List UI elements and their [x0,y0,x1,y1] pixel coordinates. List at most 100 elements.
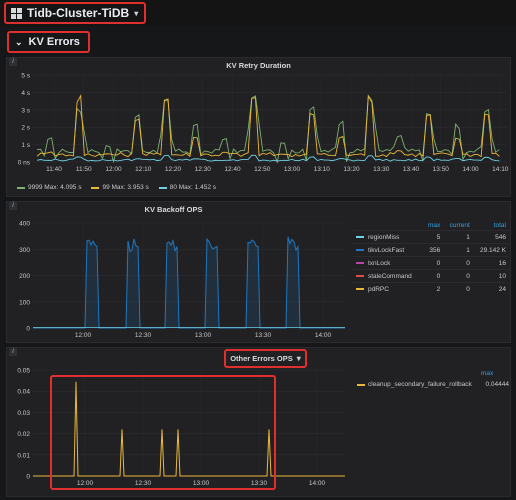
series-name: staleCommand [353,269,423,283]
legend-row[interactable]: staleCommand 0 0 10 [353,269,509,283]
y-tick-label: 0 ns [18,160,31,167]
caret-down-icon: ▾ [296,354,301,363]
cell-current: 1 [443,243,473,257]
cell-current: 1 [443,230,473,244]
backoff-chart: 400 300 200 100 0 12:00 12:30 13:00 13:30 14:00 [19,221,345,339]
x-tick-label: 14:10 [492,166,509,173]
panel-kv-retry-duration: i KV Retry Duration 5 s 4 s 3 s 2 s 1 s 0 ns 1… [6,57,511,197]
series-name: cleanup_secondary_failure_rollback [368,381,472,388]
y-tick-label: 1 s [21,142,30,149]
x-tick-label: 11:50 [76,166,92,173]
x-tick-label: 13:00 [193,480,210,487]
cell-total: 29.142 K [472,243,509,257]
y-tick-label: 100 [19,299,30,306]
backoff-legend-table: max current total regionMiss 5 1 546 tikvLoc… [353,221,509,295]
y-tick-label: 0 [26,326,30,333]
x-tick-label: 14:00 [315,332,332,339]
series-name: txnLock [353,256,423,270]
x-tick-label: 12:10 [135,166,152,173]
column-header-max[interactable]: max [427,222,441,229]
cell-max: 5 [422,230,444,244]
legend-row[interactable]: tikvLockFast 356 1 29.142 K [353,243,509,257]
x-tick-label: 13:40 [403,166,420,173]
row-title: KV Errors [28,36,80,48]
x-tick-label: 13:00 [195,332,212,339]
cell-total: 16 [472,256,509,270]
legend-label: 9999 Max: 4.095 s [28,184,82,191]
legend-swatch [17,186,25,189]
cell-max: 0 [422,269,444,283]
dashboard-grid-icon [11,7,22,19]
legend-label: 80 Max: 1.452 s [169,184,216,191]
x-tick-label: 12:00 [75,332,92,339]
x-tick-label: 12:00 [77,480,94,487]
retry-legend: 9999 Max: 4.095 s 99 Max: 3.953 s 80 Max: … [17,184,216,191]
legend-row[interactable]: regionMiss 5 1 546 [353,230,509,244]
x-tick-label: 13:20 [343,166,360,173]
legend-swatch [356,235,364,238]
info-icon[interactable]: i [9,202,17,210]
x-tick-label: 12:20 [165,166,182,173]
legend-row[interactable]: txnLock 0 0 16 [353,256,509,270]
retry-chart: 5 s 4 s 3 s 2 s 1 s 0 ns 11:40 11:50 12:00 12:10 1… [18,73,509,174]
series-max: 0.04444 [485,381,510,388]
highlight-box [50,375,276,490]
legend-swatch [356,261,364,264]
panel-kv-backoff-ops: i KV Backoff OPS 400 300 200 100 0 12:00 12:30… [6,201,511,343]
other-errors-title-menu[interactable]: Other Errors OPS ▾ [224,349,307,368]
legend-item[interactable]: 80 Max: 1.452 s [158,184,216,191]
cell-max: 2 [422,282,444,295]
column-header-total[interactable]: total [493,222,506,229]
x-tick-label: 14:00 [462,166,479,173]
x-tick-label: 13:00 [284,166,301,173]
row-header-kv-errors[interactable]: ⌄ KV Errors [7,31,90,53]
dashboard-picker[interactable]: Tidb-Cluster-TiDB ▾ [4,2,147,24]
cell-total: 546 [472,230,509,244]
cell-total: 10 [472,269,509,283]
other-legend-header-max[interactable]: max [481,370,494,377]
legend-swatch [356,248,364,251]
cell-total: 24 [472,282,509,295]
panel-other-errors-ops: i 0.05 0.04 0.03 0.02 0.01 0 12:00 12:30 13:00 13… [6,347,511,497]
cell-current: 0 [443,256,473,270]
cell-current: 0 [443,282,473,295]
series-line-99 [36,94,500,158]
cell-current: 0 [443,269,473,283]
series-swatch [357,383,365,386]
legend-swatch [356,287,364,290]
x-tick-label: 13:10 [314,166,331,173]
other-errors-chart: 0.05 0.04 0.03 0.02 0.01 0 12:00 12:30 13:00 13:3… [17,368,345,487]
x-tick-label: 12:40 [224,166,241,173]
x-tick-label: 12:50 [254,166,271,173]
chevron-down-icon: ⌄ [15,36,23,47]
caret-down-icon: ▾ [134,8,139,18]
panel-title: KV Retry Duration [226,61,291,70]
legend-row[interactable]: pdRPC 2 0 24 [353,282,509,295]
x-tick-label: 12:30 [135,332,152,339]
y-tick-label: 5 s [21,73,30,80]
y-tick-label: 0.02 [17,431,30,438]
cell-max: 356 [422,243,444,257]
y-tick-label: 0.01 [17,452,30,459]
x-tick-label: 13:30 [251,480,268,487]
dashboard-title: Tidb-Cluster-TiDB [27,6,130,20]
column-header-current[interactable]: current [449,222,470,229]
y-tick-label: 2 s [21,125,30,132]
x-tick-label: 13:30 [255,332,272,339]
series-line-9999 [36,94,500,164]
y-tick-label: 300 [19,247,30,254]
x-tick-label: 14:00 [309,480,326,487]
series-name: tikvLockFast [353,243,423,257]
series-line-80 [36,154,500,162]
series-line-cleanup [33,381,345,477]
series-name: regionMiss [353,230,423,244]
legend-item[interactable]: 99 Max: 3.953 s [91,184,149,191]
other-legend-item[interactable]: cleanup_secondary_failure_rollback 0.044… [357,381,509,388]
y-tick-label: 4 s [21,90,30,97]
info-icon[interactable]: i [9,58,17,66]
legend-item[interactable]: 9999 Max: 4.095 s [17,184,81,191]
cell-max: 0 [422,256,444,270]
legend-label: 99 Max: 3.953 s [102,184,149,191]
info-icon[interactable]: i [9,348,17,356]
x-tick-label: 12:30 [135,480,152,487]
